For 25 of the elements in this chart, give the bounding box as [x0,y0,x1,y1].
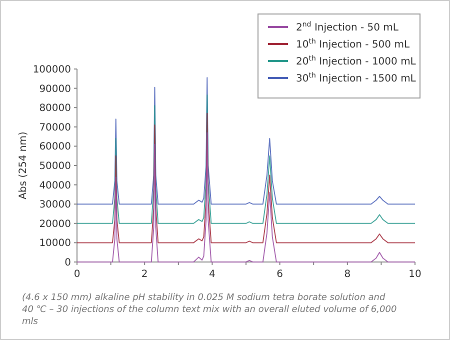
line-series [76,94,416,224]
legend-label: 20$^{th}$ Injection - 1000 mL [296,54,416,68]
x-tick-label: 10 [408,269,422,280]
x-tick-label: 6 [276,269,283,280]
y-tick-label: 10000 [39,238,71,250]
y-tick-label: 50000 [39,161,71,172]
x-tick-label: 4 [209,269,216,280]
y-tick-label: 20000 [39,218,71,230]
x-tick-label: 0 [74,269,80,280]
y-tick-label: 70000 [39,122,71,134]
y-tick-label: 30000 [39,200,71,211]
y-axis-title: Abs (254 nm) [18,132,29,200]
legend-label: 10$^{th}$ Injection - 500 mL [296,38,410,50]
x-tick-label: 8 [344,269,351,280]
y-tick-label: 80000 [39,103,71,114]
legend-label: 2$^{nd}$ Injection - 50 mL [296,20,399,34]
y-tick-label: 0 [64,258,71,268]
text: (4.6 x 150 mm) alkaline pH stability in 0.025 M sodium tetra borate solution and 40 ℃ – 30 injections of the column text mix with an overall eluted volume of 6,000 mls [22,293,397,327]
x-tick-label: 2 [141,269,148,280]
line-series [76,112,416,244]
y-tick-label: 100000 [32,64,71,76]
legend-label: 30$^{th}$ Injection - 1500 mL [296,72,416,84]
y-tick-label: 60000 [39,142,71,153]
y-tick-label: 40000 [39,180,71,192]
y-tick-label: 90000 [39,84,71,95]
